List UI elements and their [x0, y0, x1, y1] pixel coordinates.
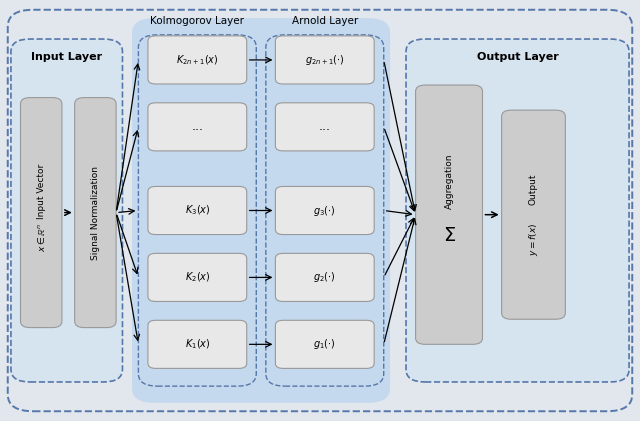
- Text: $g_3(\cdot)$: $g_3(\cdot)$: [314, 203, 336, 218]
- FancyBboxPatch shape: [148, 320, 246, 368]
- Text: $y = f(x)$: $y = f(x)$: [527, 223, 540, 256]
- Text: ...: ...: [191, 120, 204, 133]
- Text: Kolmogorov Layer: Kolmogorov Layer: [150, 16, 244, 27]
- FancyBboxPatch shape: [275, 103, 374, 151]
- FancyBboxPatch shape: [20, 98, 62, 328]
- FancyBboxPatch shape: [75, 98, 116, 328]
- Text: $K_{2n+1}(x)$: $K_{2n+1}(x)$: [176, 53, 219, 67]
- FancyBboxPatch shape: [148, 36, 246, 84]
- FancyBboxPatch shape: [132, 18, 390, 403]
- FancyBboxPatch shape: [275, 253, 374, 301]
- Text: ...: ...: [319, 120, 331, 133]
- Text: Input Layer: Input Layer: [31, 52, 102, 61]
- Text: Output: Output: [529, 174, 538, 205]
- Text: $\Sigma$: $\Sigma$: [442, 226, 456, 245]
- Text: $g_1(\cdot)$: $g_1(\cdot)$: [314, 337, 336, 352]
- FancyBboxPatch shape: [275, 320, 374, 368]
- FancyBboxPatch shape: [11, 39, 122, 382]
- Text: Arnold Layer: Arnold Layer: [292, 16, 358, 27]
- Text: Aggregation: Aggregation: [445, 154, 454, 209]
- Text: $K_1(x)$: $K_1(x)$: [184, 338, 210, 351]
- FancyBboxPatch shape: [502, 110, 565, 319]
- Text: $g_{2n+1}(\cdot)$: $g_{2n+1}(\cdot)$: [305, 53, 344, 67]
- FancyBboxPatch shape: [148, 187, 246, 234]
- Text: Signal Normalization: Signal Normalization: [91, 165, 100, 260]
- Text: Input Vector: Input Vector: [36, 164, 45, 219]
- FancyBboxPatch shape: [148, 103, 246, 151]
- Text: $x \in \mathbb{R}^n$: $x \in \mathbb{R}^n$: [36, 223, 47, 252]
- Text: $K_2(x)$: $K_2(x)$: [184, 271, 210, 284]
- FancyBboxPatch shape: [8, 10, 632, 411]
- FancyBboxPatch shape: [415, 85, 483, 344]
- FancyBboxPatch shape: [275, 187, 374, 234]
- FancyBboxPatch shape: [148, 253, 246, 301]
- Text: Output Layer: Output Layer: [477, 52, 559, 61]
- Text: $g_2(\cdot)$: $g_2(\cdot)$: [314, 270, 336, 285]
- FancyBboxPatch shape: [275, 36, 374, 84]
- FancyBboxPatch shape: [406, 39, 629, 382]
- Text: $K_3(x)$: $K_3(x)$: [184, 204, 210, 217]
